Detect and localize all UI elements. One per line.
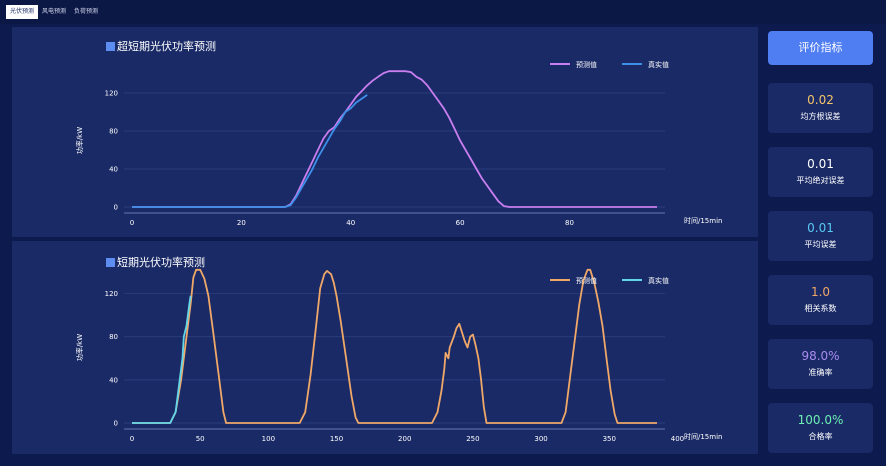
y-tick-label: 120 [105, 90, 118, 98]
short-term-chart-panel: 短期光伏功率预测 0 40 80 120 0 50 100 150 200 250 300 350 40… [12, 241, 758, 454]
metric-value: 1.0 [810, 285, 831, 299]
y-tick-label: 80 [109, 128, 118, 136]
y-tick-label: 40 [109, 166, 118, 174]
x-tick-label: 300 [534, 435, 547, 443]
metric-label: 平均绝对误差 [796, 176, 845, 185]
x-tick-label: 250 [466, 435, 479, 443]
metric-label: 相关系数 [804, 304, 837, 313]
x-tick-label: 60 [456, 219, 465, 227]
series-line [132, 94, 368, 208]
x-tick-label: 20 [237, 219, 246, 227]
series-line [132, 70, 657, 208]
x-axis-label: 时间/15min [684, 216, 722, 225]
metric-label: 准确率 [808, 368, 833, 377]
x-tick-label: 50 [196, 435, 205, 443]
chart-title-text: 短期光伏功率预测 [117, 256, 205, 269]
metric-card-mae: 0.01 平均绝对误差 [768, 147, 873, 197]
y-axis-label: 功率/kW [75, 334, 84, 361]
metric-card-mean-error: 0.01 平均误差 [768, 211, 873, 261]
short-term-line-chart: 0 40 80 120 0 50 100 150 200 250 300 350 400 时间/15min… [75, 268, 722, 443]
x-tick-label: 350 [603, 435, 616, 443]
y-tick-label: 40 [109, 376, 118, 384]
tab-solar-forecast[interactable]: 光伏预测 [6, 5, 39, 19]
top-tab-bar: 光伏预测 风电预测 负荷预测 [0, 0, 886, 24]
chart-title-short-term: 短期光伏功率预测 [106, 254, 205, 270]
x-axis-label: 时间/15min [684, 432, 722, 441]
ultra-short-term-line-chart: 0 40 80 120 0 20 40 60 80 时间/15min 功率/kW 预测值 真实值 [75, 60, 722, 227]
metric-card-accuracy: 98.0% 准确率 [768, 339, 873, 389]
x-tick-label: 400 [671, 435, 684, 443]
metric-label: 平均误差 [804, 240, 837, 249]
metric-value: 98.0% [801, 349, 840, 363]
ultra-short-term-chart-panel: 超短期光伏功率预测 0 40 80 120 0 20 40 60 80 时间/15min 功率/kW… [12, 27, 758, 237]
legend-label: 真实值 [648, 60, 669, 69]
x-tick-label: 0 [130, 219, 134, 227]
legend-label: 预测值 [576, 60, 597, 69]
tab-wind-forecast[interactable]: 风电预测 [42, 8, 67, 15]
tab-load-forecast[interactable]: 负荷预测 [74, 8, 99, 15]
y-tick-label: 80 [109, 333, 118, 341]
y-tick-label: 0 [114, 204, 118, 212]
metric-value: 100.0% [797, 413, 844, 427]
metric-value: 0.02 [807, 93, 834, 107]
legend-label: 真实值 [648, 276, 669, 285]
x-tick-label: 200 [398, 435, 411, 443]
title-marker-icon [106, 42, 115, 51]
metric-label: 合格率 [808, 432, 833, 441]
x-tick-label: 150 [330, 435, 343, 443]
y-tick-label: 120 [105, 290, 118, 298]
metric-value: 0.01 [807, 221, 834, 235]
x-tick-label: 80 [565, 219, 574, 227]
y-tick-label: 0 [114, 420, 118, 428]
metric-value: 0.01 [807, 157, 834, 171]
evaluation-metrics-button[interactable]: 评价指标 [768, 31, 873, 65]
metric-card-rmse: 0.02 均方根误差 [768, 83, 873, 133]
chart-title-text: 超短期光伏功率预测 [117, 40, 216, 53]
metric-label: 均方根误差 [800, 112, 841, 121]
chart-title-ultra-short-term: 超短期光伏功率预测 [106, 38, 216, 54]
metric-card-correlation: 1.0 相关系数 [768, 275, 873, 325]
x-tick-label: 0 [130, 435, 134, 443]
legend-label: 预测值 [576, 276, 597, 285]
series-line [132, 268, 657, 424]
metric-card-pass-rate: 100.0% 合格率 [768, 403, 873, 453]
y-axis-label: 功率/kW [75, 127, 84, 154]
x-tick-label: 40 [346, 219, 355, 227]
x-tick-label: 100 [262, 435, 275, 443]
series-line [132, 295, 192, 424]
title-marker-icon [106, 258, 115, 267]
